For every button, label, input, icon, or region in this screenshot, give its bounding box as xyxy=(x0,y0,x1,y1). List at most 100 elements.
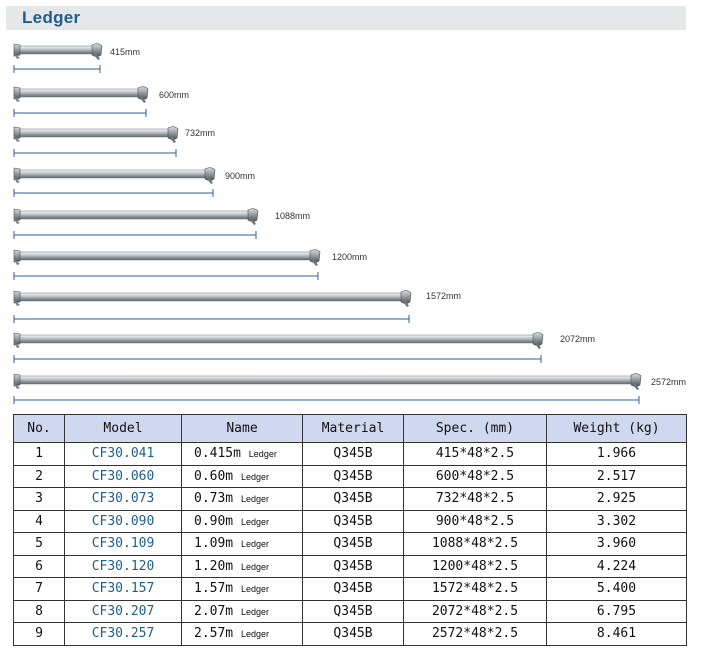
name-cell: 1.09m Ledger xyxy=(181,532,303,556)
spec-cell: 2572*48*2.5 xyxy=(403,622,547,646)
ledger-tube xyxy=(17,292,404,302)
model-cell: CF30.120 xyxy=(64,554,182,578)
name-cell: 2.07m Ledger xyxy=(181,599,303,623)
table-row: 3 CF30.073 0.73m Ledger Q345B 732*48*2.5 2.92… xyxy=(13,487,687,511)
row-number: 6 xyxy=(13,554,65,578)
ledger-tube xyxy=(17,334,536,344)
weight-cell: 2.517 xyxy=(546,464,687,488)
ledger-left-head xyxy=(13,249,21,263)
ledger-right-wedge xyxy=(312,259,318,266)
column-header-no: No. xyxy=(13,414,65,443)
ledger-right-wedge xyxy=(94,53,100,60)
ledger-right-wedge xyxy=(170,136,176,143)
ledger-right-wedge xyxy=(140,96,146,103)
length-label: 1572mm xyxy=(426,291,461,301)
length-label: 732mm xyxy=(185,128,215,138)
spec-cell: 732*48*2.5 xyxy=(403,487,547,511)
length-label: 415mm xyxy=(110,47,140,57)
ledger-left-head xyxy=(13,167,21,181)
table-row: 6 CF30.120 1.20m Ledger Q345B 1200*48*2.5 4.2… xyxy=(13,554,687,578)
column-header-name: Name xyxy=(181,414,303,443)
ledger-left-wedge xyxy=(13,258,20,265)
column-header-material: Material xyxy=(302,414,404,443)
name-type: Ledger xyxy=(240,584,269,595)
table-row: 4 CF30.090 0.90m Ledger Q345B 900*48*2.5 3.30… xyxy=(13,509,687,533)
weight-cell: 6.795 xyxy=(546,599,687,623)
material-cell: Q345B xyxy=(302,622,404,646)
name-type: Ledger xyxy=(248,449,277,460)
weight-cell: 4.224 xyxy=(546,554,687,578)
ledger-tube xyxy=(17,169,208,179)
ledger-right-head xyxy=(532,332,544,346)
row-number: 7 xyxy=(13,577,65,601)
ledger-left-wedge xyxy=(13,299,20,306)
table-row: 5 CF30.109 1.09m Ledger Q345B 1088*48*2.5 3.9… xyxy=(13,532,687,556)
name-cell: 1.57m Ledger xyxy=(181,577,303,601)
ledger-illustration: 415mm 600mm 732mm 900mm 1088mm 1200mm 1572mm 20… xyxy=(0,36,706,408)
ledger-tube xyxy=(17,375,634,385)
table-row: 1 CF30.041 0.415m Ledger Q345B 415*48*2.5 1.9… xyxy=(13,442,687,466)
name-length: 1.09m xyxy=(194,536,234,552)
name-length: 2.07m xyxy=(194,603,234,619)
name-type: Ledger xyxy=(240,606,269,617)
row-number: 8 xyxy=(13,599,65,623)
ledger-right-wedge xyxy=(535,342,541,349)
ledger-right-head xyxy=(309,249,321,263)
material-cell: Q345B xyxy=(302,442,404,466)
table-header-row: No. Model Name Material Spec. (mm) Weigh… xyxy=(13,414,687,443)
weight-cell: 2.925 xyxy=(546,487,687,511)
length-label: 2072mm xyxy=(560,334,595,344)
ledger-right-head xyxy=(204,167,216,181)
name-cell: 2.57m Ledger xyxy=(181,622,303,646)
name-length: 0.415m xyxy=(194,446,241,462)
material-cell: Q345B xyxy=(302,487,404,511)
row-number: 4 xyxy=(13,509,65,533)
name-length: 0.90m xyxy=(194,513,234,529)
page-title: Ledger xyxy=(22,8,81,27)
spec-cell: 415*48*2.5 xyxy=(403,442,547,466)
ledger-tube xyxy=(17,210,251,220)
ledger-left-head xyxy=(13,126,21,140)
ledger-9: 2572mm xyxy=(13,373,686,404)
name-type: Ledger xyxy=(240,539,269,550)
name-cell: 1.20m Ledger xyxy=(181,554,303,578)
name-cell: 0.73m Ledger xyxy=(181,487,303,511)
model-cell: CF30.041 xyxy=(64,442,182,466)
ledger-right-head xyxy=(247,208,259,222)
model-cell: CF30.109 xyxy=(64,532,182,556)
ledger-8: 2072mm xyxy=(13,332,595,363)
ledger-right-wedge xyxy=(633,383,639,390)
spec-cell: 1088*48*2.5 xyxy=(403,532,547,556)
row-number: 2 xyxy=(13,464,65,488)
weight-cell: 3.960 xyxy=(546,532,687,556)
length-label: 1088mm xyxy=(275,211,310,221)
ledger-left-head xyxy=(13,290,21,304)
ledger-7: 1572mm xyxy=(13,290,461,323)
ledger-left-head xyxy=(13,43,21,57)
weight-cell: 1.966 xyxy=(546,442,687,466)
name-length: 0.73m xyxy=(194,491,234,507)
material-cell: Q345B xyxy=(302,599,404,623)
material-cell: Q345B xyxy=(302,509,404,533)
table-row: 7 CF30.157 1.57m Ledger Q345B 1572*48*2.5 5.4… xyxy=(13,577,687,601)
model-cell: CF30.207 xyxy=(64,599,182,623)
spec-cell: 1572*48*2.5 xyxy=(403,577,547,601)
ledger-4: 900mm xyxy=(13,167,255,197)
model-cell: CF30.060 xyxy=(64,464,182,488)
ledger-right-wedge xyxy=(250,218,256,225)
weight-cell: 8.461 xyxy=(546,622,687,646)
model-cell: CF30.090 xyxy=(64,509,182,533)
ledger-spec-table: No. Model Name Material Spec. (mm) Weigh… xyxy=(13,414,687,646)
spec-cell: 1200*48*2.5 xyxy=(403,554,547,578)
table-row: 9 CF30.257 2.57m Ledger Q345B 2572*48*2.5 8.4… xyxy=(13,622,687,646)
weight-cell: 3.302 xyxy=(546,509,687,533)
length-label: 2572mm xyxy=(651,377,686,387)
ledger-6: 1200mm xyxy=(13,249,367,280)
ledger-tube xyxy=(17,128,171,138)
column-header-spec: Spec. (mm) xyxy=(403,414,547,443)
ledger-left-head xyxy=(13,208,21,222)
name-length: 0.60m xyxy=(194,468,234,484)
name-type: Ledger xyxy=(240,629,269,640)
ledger-left-wedge xyxy=(13,52,20,59)
model-cell: CF30.257 xyxy=(64,622,182,646)
